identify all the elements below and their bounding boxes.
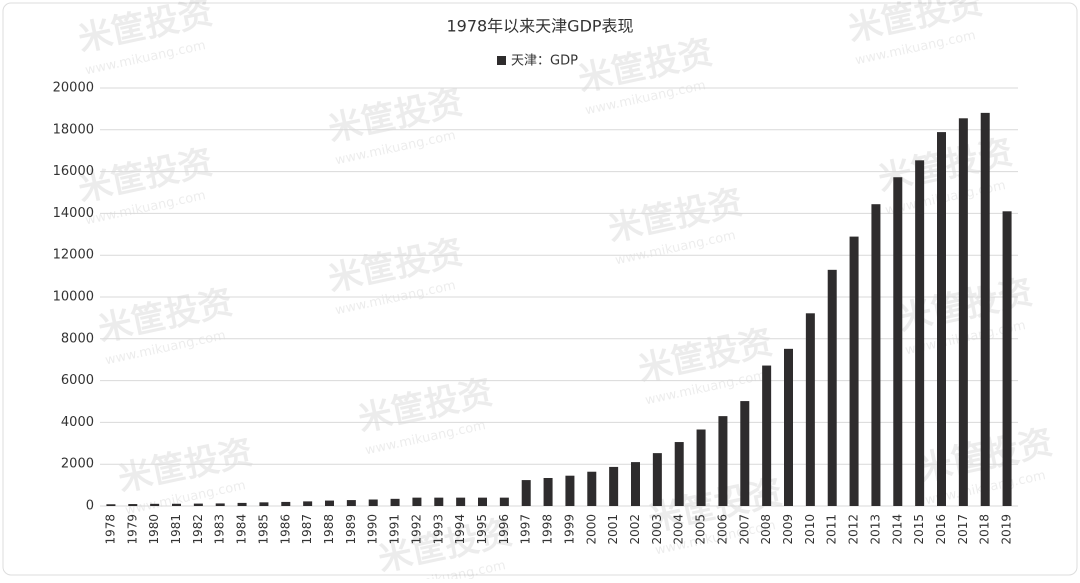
y-tick-label: 16000 xyxy=(53,164,94,179)
x-tick-label: 2018 xyxy=(978,514,992,545)
bar xyxy=(805,313,815,506)
bar xyxy=(915,160,925,506)
chart-title: 1978年以来天津GDP表现 xyxy=(446,17,633,36)
x-tick-label: 2019 xyxy=(1000,514,1014,545)
bar xyxy=(215,503,225,506)
y-tick-label: 12000 xyxy=(53,248,94,263)
legend-swatch xyxy=(497,56,506,65)
bar xyxy=(434,497,444,506)
x-tick-label: 2012 xyxy=(847,514,861,545)
x-tick-label: 2002 xyxy=(628,514,642,545)
bar xyxy=(871,204,881,507)
x-tick-label: 2001 xyxy=(606,514,620,545)
bar xyxy=(478,497,487,506)
bar xyxy=(674,442,684,506)
bar xyxy=(849,236,859,506)
x-tick-label: 1979 xyxy=(125,514,139,545)
x-tick-label: 2007 xyxy=(737,514,751,545)
bar xyxy=(172,503,181,506)
x-tick-label: 1982 xyxy=(191,514,205,545)
x-tick-label: 2005 xyxy=(694,514,708,545)
bar xyxy=(456,497,466,506)
bar xyxy=(631,462,640,506)
bar xyxy=(193,503,203,506)
bar xyxy=(325,500,334,506)
bar xyxy=(740,401,750,506)
bar xyxy=(609,466,619,506)
x-tick-label: 1984 xyxy=(235,514,249,545)
x-tick-label: 1995 xyxy=(475,514,489,545)
bar xyxy=(937,132,946,506)
y-tick-label: 4000 xyxy=(61,415,94,430)
x-tick-label: 1999 xyxy=(562,514,576,545)
x-tick-label: 1988 xyxy=(322,514,336,545)
bar xyxy=(762,365,772,506)
x-tick-label: 2016 xyxy=(934,514,948,545)
bar xyxy=(652,453,662,506)
y-tick-label: 0 xyxy=(86,499,94,514)
bar xyxy=(784,348,793,506)
x-tick-label: 2008 xyxy=(759,514,773,545)
y-tick-label: 20000 xyxy=(53,81,94,96)
bar xyxy=(106,504,116,506)
x-tick-label: 1987 xyxy=(300,514,314,545)
x-tick-label: 2017 xyxy=(956,514,970,545)
bar xyxy=(980,112,990,506)
bar xyxy=(958,118,968,507)
bar xyxy=(346,500,356,506)
x-tick-label: 1993 xyxy=(431,514,445,545)
x-tick-label: 2013 xyxy=(868,514,882,545)
x-tick-label: 2014 xyxy=(890,514,904,545)
x-tick-label: 1990 xyxy=(366,514,380,545)
bar xyxy=(150,503,160,506)
x-tick-label: 1991 xyxy=(388,514,402,545)
x-tick-label: 1996 xyxy=(497,514,511,545)
x-tick-label: 1994 xyxy=(453,514,467,545)
bar xyxy=(412,497,422,506)
x-tick-label: 2003 xyxy=(650,514,664,545)
x-tick-label: 2009 xyxy=(781,514,795,545)
x-tick-label: 2004 xyxy=(672,514,686,545)
bar xyxy=(368,499,378,506)
bar xyxy=(1002,211,1012,506)
bar xyxy=(696,429,706,506)
x-tick-label: 2010 xyxy=(803,514,817,545)
bar xyxy=(521,480,531,506)
x-tick-label: 2000 xyxy=(584,514,598,545)
y-tick-label: 18000 xyxy=(53,122,94,137)
x-tick-label: 1981 xyxy=(169,514,183,545)
x-tick-label: 2006 xyxy=(715,514,729,545)
y-tick-label: 8000 xyxy=(61,331,94,346)
bar xyxy=(390,498,400,506)
x-tick-label: 2015 xyxy=(912,514,926,545)
x-tick-label: 1986 xyxy=(278,514,292,545)
bar xyxy=(237,502,247,506)
bar xyxy=(543,477,553,506)
x-tick-label: 1978 xyxy=(103,514,117,545)
x-tick-label: 1980 xyxy=(147,514,161,545)
bar xyxy=(281,501,291,506)
x-tick-label: 1985 xyxy=(256,514,270,545)
x-tick-label: 1998 xyxy=(541,514,555,545)
x-tick-label: 1992 xyxy=(409,514,423,545)
x-tick-label: 1997 xyxy=(519,514,533,545)
legend-label: 天津：GDP xyxy=(511,54,578,69)
x-tick-label: 1989 xyxy=(344,514,358,545)
y-tick-label: 10000 xyxy=(53,290,94,305)
y-tick-label: 14000 xyxy=(53,206,94,221)
bar xyxy=(565,475,575,506)
bar xyxy=(587,471,597,506)
bar xyxy=(259,502,269,506)
x-tick-label: 2011 xyxy=(825,514,839,545)
bar xyxy=(499,497,509,506)
bar xyxy=(303,501,313,506)
y-tick-label: 6000 xyxy=(61,373,94,388)
x-tick-label: 1983 xyxy=(213,514,227,545)
y-tick-label: 2000 xyxy=(61,457,94,472)
bar xyxy=(128,504,138,506)
bar xyxy=(893,177,903,507)
bar xyxy=(718,416,728,506)
bar xyxy=(827,269,837,506)
